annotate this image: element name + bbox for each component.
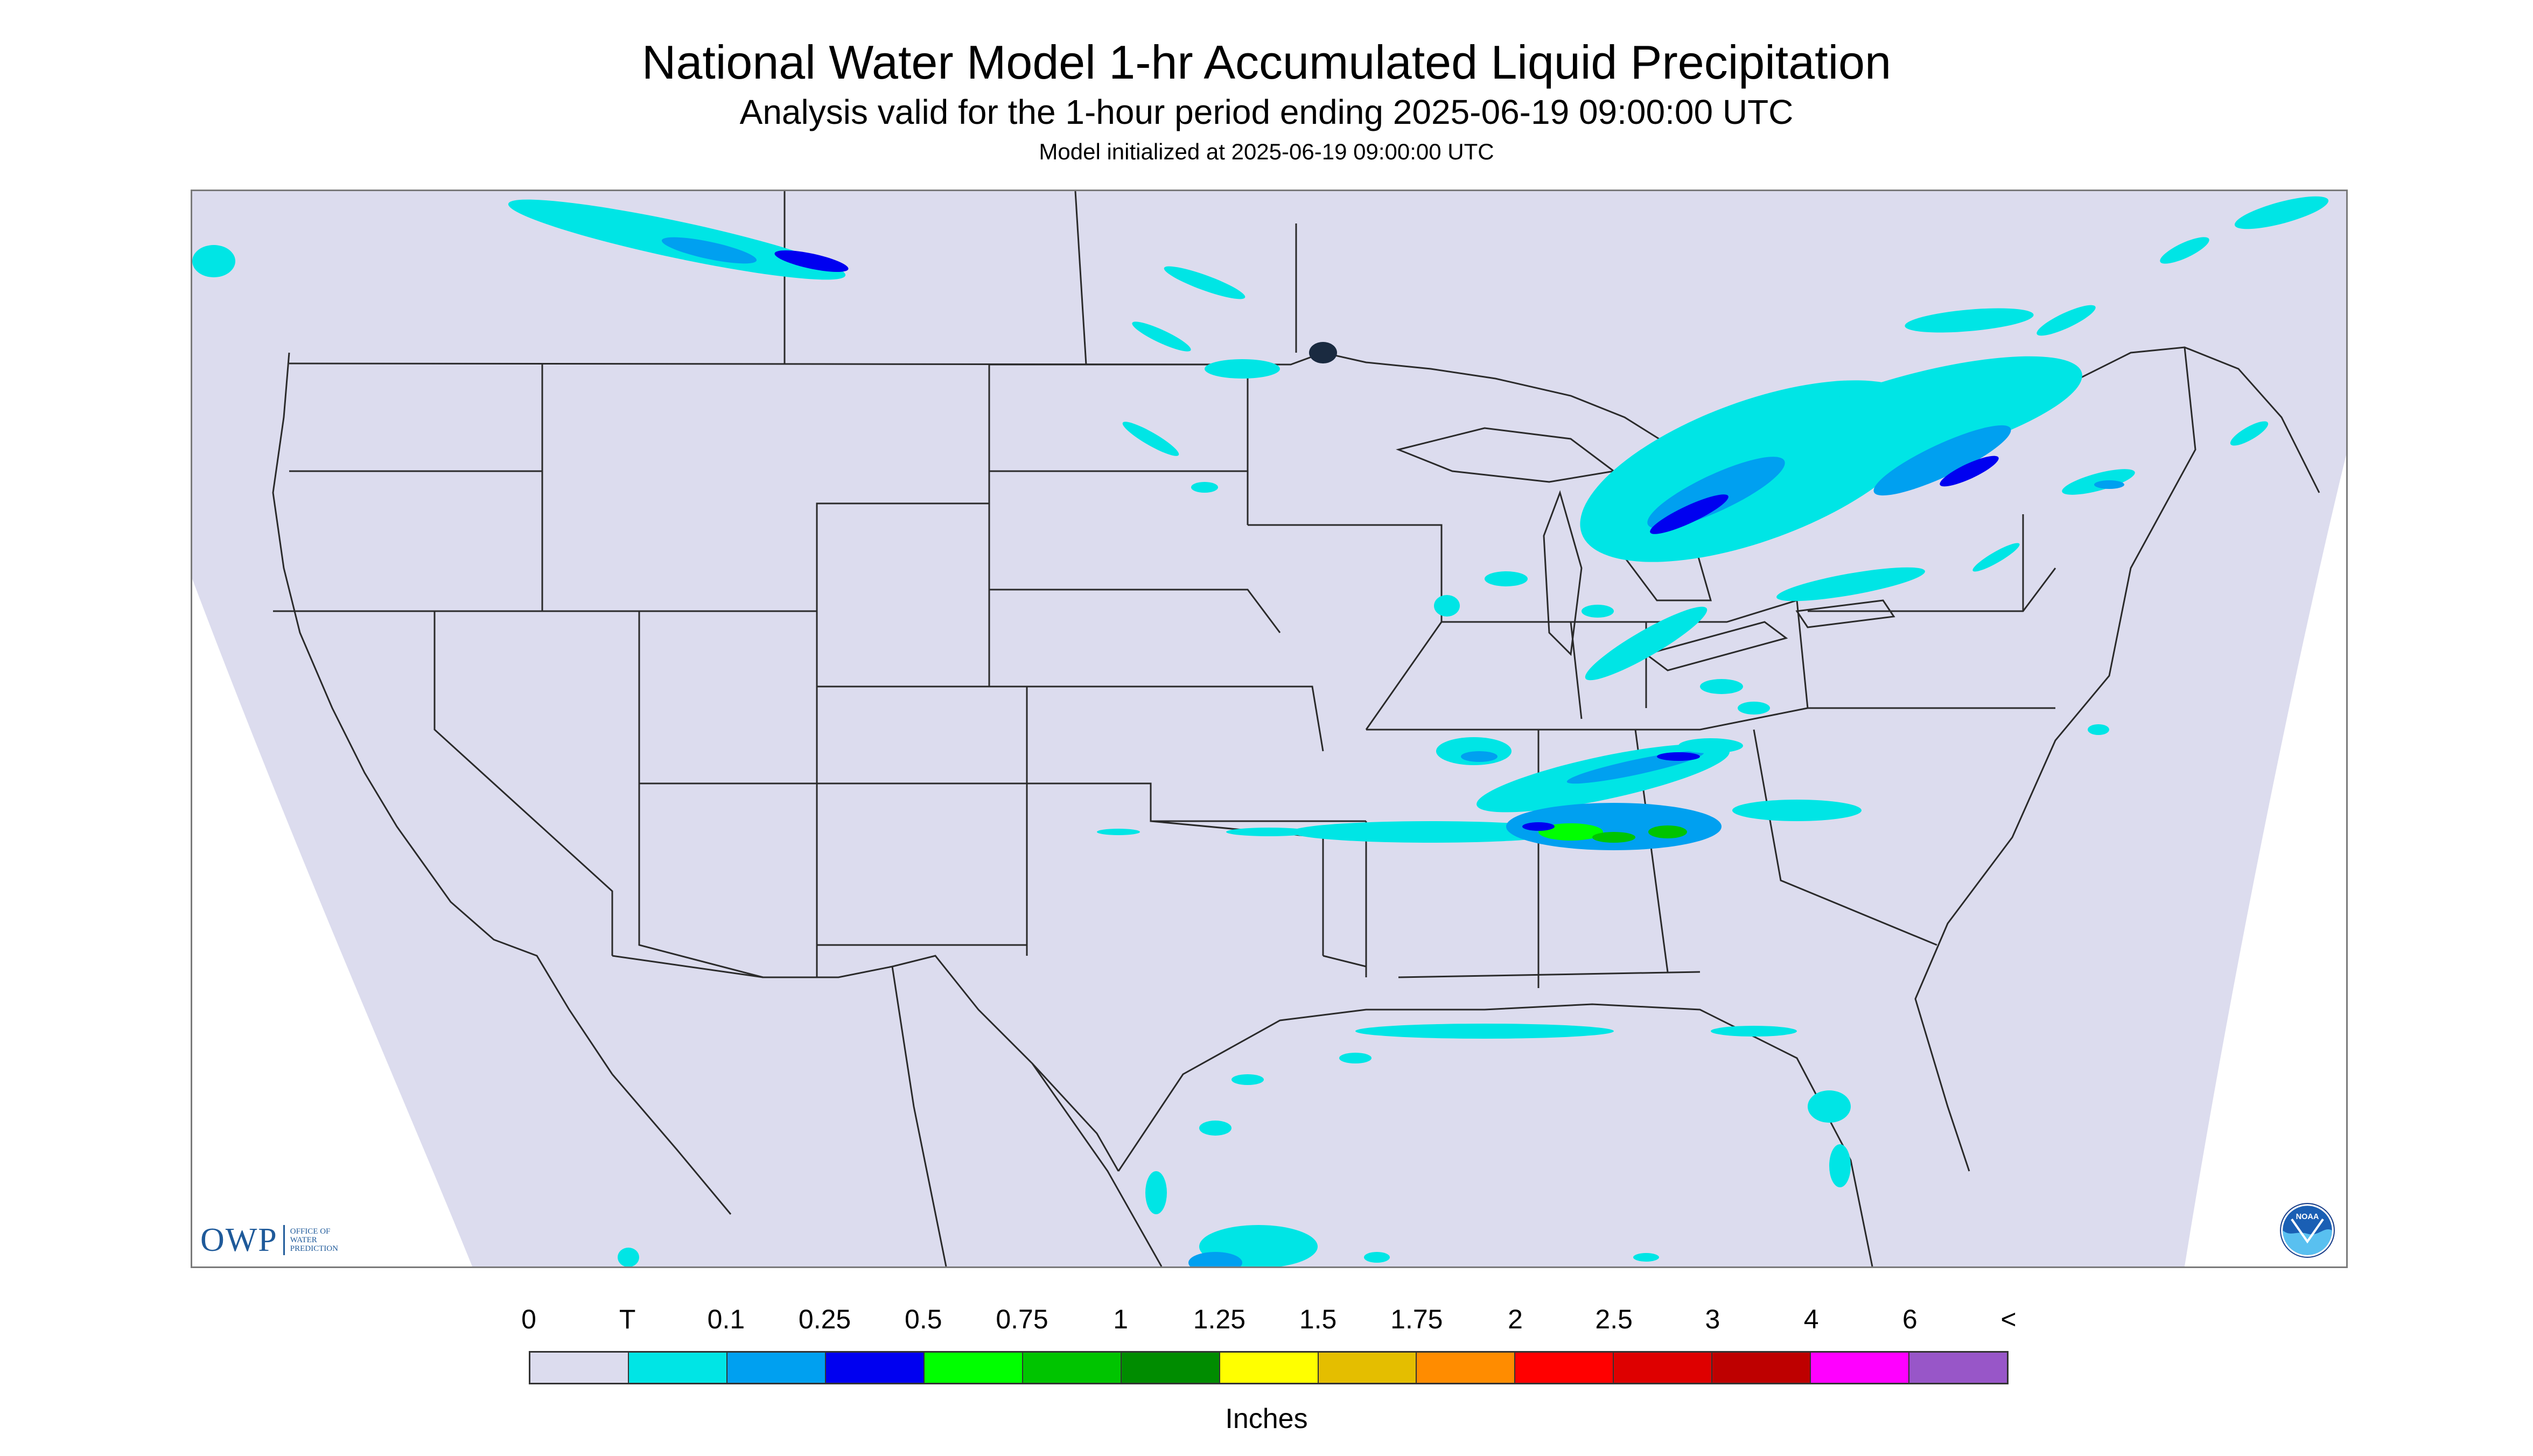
legend-swatch — [1515, 1353, 1614, 1383]
legend-label: < — [2000, 1304, 2017, 1334]
legend-swatch — [1318, 1353, 1417, 1383]
legend-swatch — [530, 1353, 629, 1383]
legend-label: 1 — [1113, 1304, 1129, 1334]
legend-label: 0 — [521, 1304, 536, 1334]
legend-swatch — [1417, 1353, 1516, 1383]
owp-logo: OWP OFFICE OF WATER PREDICTION — [200, 1221, 338, 1259]
legend-label: 1.25 — [1193, 1304, 1246, 1334]
legend-swatch — [1121, 1353, 1220, 1383]
lake-of-the-woods — [1309, 342, 1337, 363]
map-subtitle: Analysis valid for the 1-hour period end… — [739, 93, 1794, 131]
owp-line-3: PREDICTION — [290, 1244, 338, 1253]
map-title: National Water Model 1-hr Accumulated Li… — [641, 36, 1892, 89]
legend-swatch — [825, 1353, 925, 1383]
legend-label: 0.5 — [905, 1304, 942, 1334]
precip-area-gulf-coast — [1355, 1024, 1614, 1039]
legend-label: 0.75 — [996, 1304, 1048, 1334]
lake-michigan — [1543, 490, 1583, 656]
lake-erie — [1644, 621, 1788, 671]
owp-line-2: WATER — [290, 1236, 317, 1244]
owp-mark: OWP — [200, 1221, 278, 1258]
legend-swatch — [1811, 1353, 1910, 1383]
legend-color-bar — [529, 1351, 2009, 1384]
map-canvas — [192, 191, 2346, 1266]
lake-ontario — [1795, 599, 1895, 628]
legend-swatch — [1220, 1353, 1319, 1383]
owp-text: OFFICE OF WATER PREDICTION — [290, 1227, 338, 1253]
legend-swatch — [628, 1353, 727, 1383]
legend-label: 0.25 — [798, 1304, 851, 1334]
precipitation-overlay — [192, 196, 2329, 1266]
legend-swatch — [1909, 1353, 2007, 1383]
noaa-logo: NOAA — [2280, 1203, 2335, 1258]
legend-label: 6 — [1902, 1304, 1918, 1334]
legend-label: T — [619, 1304, 636, 1334]
legend-labels: 0 T 0.1 0.25 0.5 0.75 1 1.25 1.5 1.75 2 2.5 3 4 6 < — [0, 1303, 2533, 1335]
legend-label: 2.5 — [1595, 1304, 1633, 1334]
legend-swatch — [1712, 1353, 1811, 1383]
noaa-text: NOAA — [2296, 1213, 2319, 1221]
legend-label: 4 — [1803, 1304, 1819, 1334]
owp-line-1: OFFICE OF — [290, 1227, 331, 1236]
east-coast — [1914, 347, 2196, 1172]
precipitation-map — [191, 190, 2348, 1268]
model-init-text: Model initialized at 2025-06-19 09:00:00… — [1039, 139, 1494, 164]
legend-label: 1.75 — [1390, 1304, 1443, 1334]
legend-swatch — [1023, 1353, 1122, 1383]
legend-swatch — [924, 1353, 1023, 1383]
legend-label: 1.5 — [1299, 1304, 1337, 1334]
legend-swatch — [727, 1353, 826, 1383]
model-domain — [192, 191, 2346, 1266]
owp-divider — [283, 1225, 285, 1255]
legend-label: 3 — [1705, 1304, 1720, 1334]
legend-label: 0.1 — [707, 1304, 745, 1334]
legend-swatch — [1614, 1353, 1713, 1383]
west-coast — [272, 352, 613, 1075]
us-mexico-border — [612, 955, 1119, 1172]
legend-units: Inches — [1225, 1403, 1308, 1434]
legend-label: 2 — [1508, 1304, 1523, 1334]
